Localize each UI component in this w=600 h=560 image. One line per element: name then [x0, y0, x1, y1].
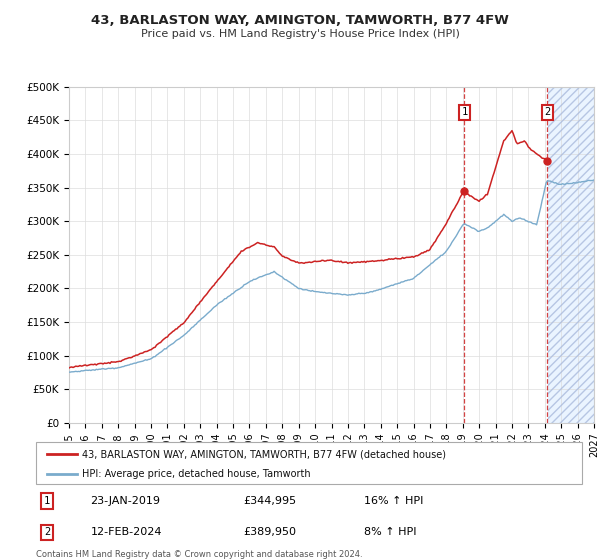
Text: 1: 1	[44, 496, 50, 506]
Text: £344,995: £344,995	[244, 496, 296, 506]
Text: 2: 2	[44, 528, 50, 538]
Text: £389,950: £389,950	[244, 528, 296, 538]
Bar	[548, 87, 594, 423]
Text: 2: 2	[544, 108, 551, 118]
Text: 23-JAN-2019: 23-JAN-2019	[91, 496, 161, 506]
Text: Price paid vs. HM Land Registry's House Price Index (HPI): Price paid vs. HM Land Registry's House …	[140, 29, 460, 39]
Bar	[548, 87, 594, 423]
Text: 12-FEB-2024: 12-FEB-2024	[91, 528, 162, 538]
Text: 43, BARLASTON WAY, AMINGTON, TAMWORTH, B77 4FW (detached house): 43, BARLASTON WAY, AMINGTON, TAMWORTH, B…	[82, 449, 446, 459]
Text: 8% ↑ HPI: 8% ↑ HPI	[364, 528, 416, 538]
Text: 16% ↑ HPI: 16% ↑ HPI	[364, 496, 423, 506]
Text: 1: 1	[461, 108, 467, 118]
Text: 43, BARLASTON WAY, AMINGTON, TAMWORTH, B77 4FW: 43, BARLASTON WAY, AMINGTON, TAMWORTH, B…	[91, 14, 509, 27]
Text: Contains HM Land Registry data © Crown copyright and database right 2024.
This d: Contains HM Land Registry data © Crown c…	[36, 550, 362, 560]
Text: HPI: Average price, detached house, Tamworth: HPI: Average price, detached house, Tamw…	[82, 469, 311, 479]
